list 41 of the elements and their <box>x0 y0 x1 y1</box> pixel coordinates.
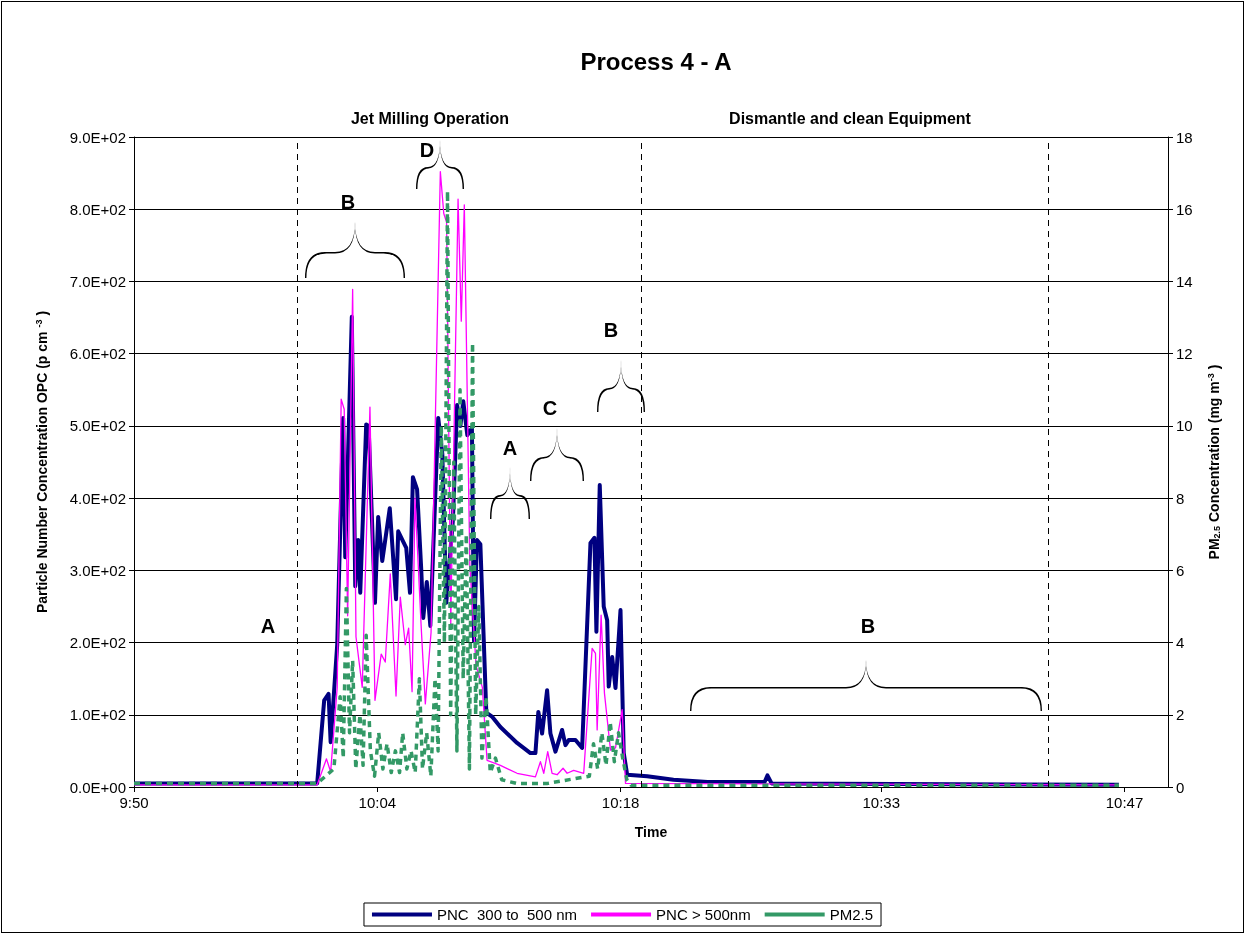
y2-tick-label: 0 <box>1176 778 1185 796</box>
y2-tick-label: 10 <box>1176 417 1193 435</box>
y2-tick-label: 18 <box>1176 128 1193 146</box>
legend-label: PNC > 500nm <box>656 906 751 923</box>
x-tick-label: 10:33 <box>862 794 901 811</box>
y2-tick-label: 12 <box>1176 345 1193 363</box>
annotation: B <box>603 319 619 341</box>
y-tick-label: 7.0E+02 <box>69 272 126 290</box>
legend-label: PM2.5 <box>829 906 874 923</box>
text: Jet Milling Operation <box>350 109 510 127</box>
annotation: B <box>860 615 876 637</box>
y-tick-label: 2.0E+02 <box>69 634 126 652</box>
text: Dismantle and clean Equipment <box>729 109 972 127</box>
y-axis-title: Particle Number Concentration OPC (p cm -3) <box>33 310 50 614</box>
y-tick-label: 5.0E+02 <box>69 417 126 435</box>
y2-tick-label: 16 <box>1176 200 1193 218</box>
y-tick-label: 0.0E+00 <box>69 778 126 796</box>
y-tick-label: 1.0E+02 <box>69 706 126 724</box>
x-tick-label: 10:04 <box>358 794 397 811</box>
y2-tick-label: 2 <box>1176 706 1185 724</box>
legend-label: PNC 300 to 500 nm <box>436 906 578 923</box>
annotation: D <box>419 139 435 161</box>
x-tick-label: 10:47 <box>1105 794 1144 811</box>
x-tick-label: 10:18 <box>601 794 640 811</box>
y2-tick-label: 6 <box>1176 561 1185 579</box>
x-tick-label: 9:50 <box>119 794 149 811</box>
annotation: C <box>542 397 558 419</box>
annotation: A <box>502 437 518 459</box>
y-tick-label: 8.0E+02 <box>69 200 126 218</box>
y2-tick-label: 14 <box>1176 272 1193 290</box>
x-axis-title: Time <box>634 824 668 840</box>
y-tick-label: 6.0E+02 <box>69 345 126 363</box>
y-tick-label: 4.0E+02 <box>69 489 126 507</box>
y2-tick-label: 4 <box>1176 634 1185 652</box>
annotation: B <box>340 191 356 213</box>
y-tick-label: 9.0E+02 <box>69 128 126 146</box>
annotation: A <box>260 615 276 637</box>
y2-axis-title: PM2.5 Concentration (mg m-3) <box>1205 364 1222 560</box>
y2-tick-label: 8 <box>1176 489 1185 507</box>
chart-title: Process 4 - A <box>580 47 732 75</box>
y-tick-label: 3.0E+02 <box>69 561 126 579</box>
